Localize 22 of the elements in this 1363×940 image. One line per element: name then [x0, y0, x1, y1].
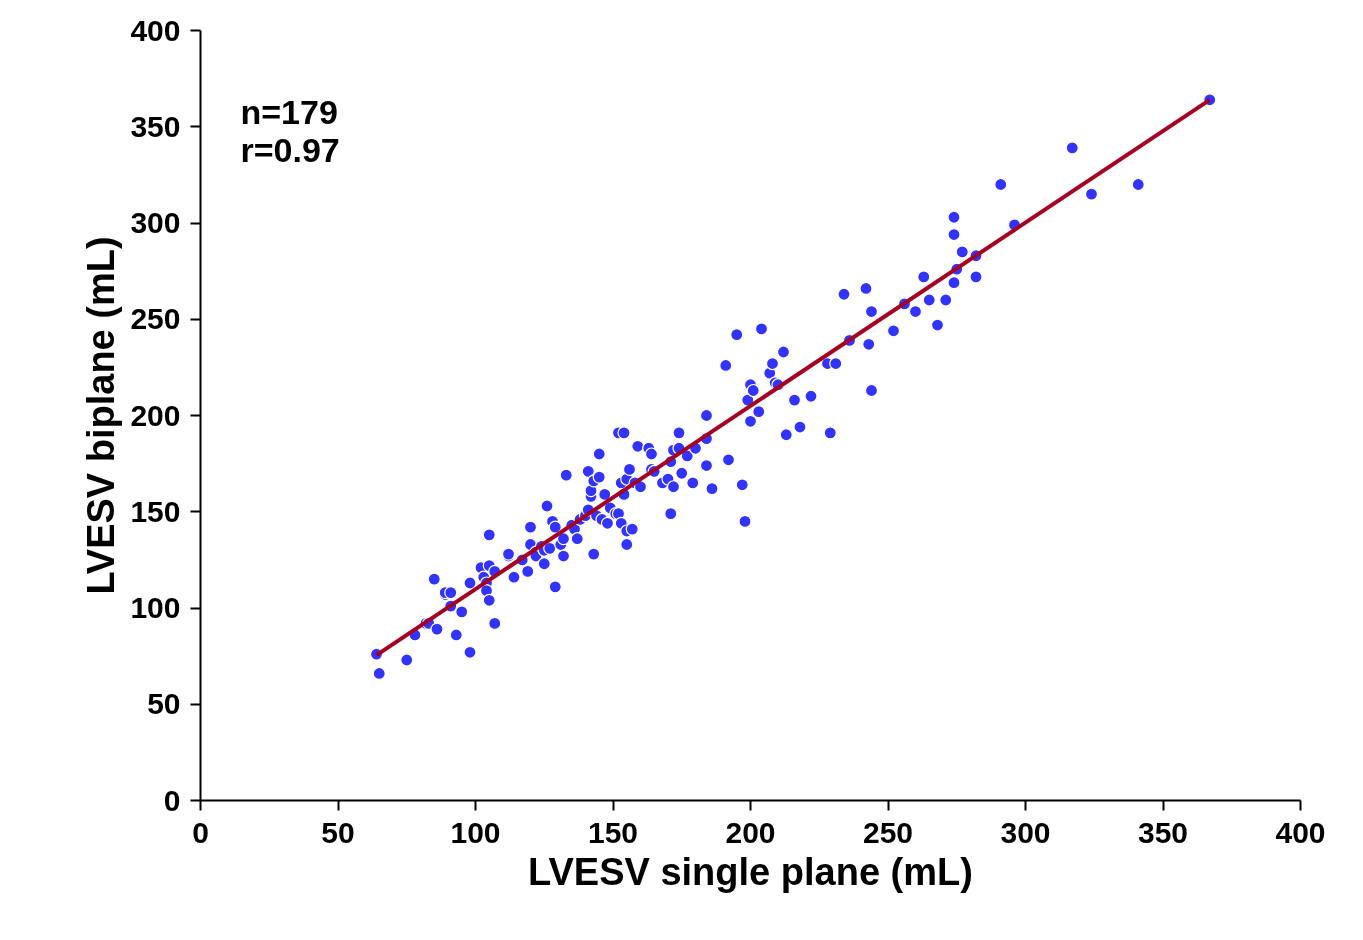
y-tick-label: 200	[130, 398, 181, 432]
y-tick-label: 50	[147, 687, 181, 721]
y-tick-label: 0	[163, 783, 181, 817]
y-tick-label: 300	[130, 206, 181, 239]
x-tick-label: 150	[587, 815, 639, 849]
annotation: r=0.97	[240, 130, 340, 169]
y-tick-label: 250	[130, 302, 181, 336]
x-tick-label: 250	[862, 815, 914, 849]
y-axis-title: LVESV biplane (mL)	[80, 236, 123, 595]
x-tick-label: 350	[1137, 815, 1189, 849]
x-tick-label: 100	[450, 815, 501, 849]
x-tick-label: 50	[321, 815, 355, 849]
y-tick-label: 400	[130, 13, 181, 47]
y-tick-label: 350	[130, 109, 181, 143]
x-tick-label: 300	[1000, 815, 1051, 849]
y-tick-label: 150	[130, 494, 181, 528]
annotation: n=179	[240, 92, 338, 131]
x-tick-label: 400	[1275, 815, 1326, 849]
x-axis-title: LVESV single plane (mL)	[528, 850, 973, 893]
y-tick-label: 100	[130, 591, 181, 624]
x-tick-label: 200	[725, 815, 776, 849]
x-tick-label: 0	[192, 815, 209, 849]
